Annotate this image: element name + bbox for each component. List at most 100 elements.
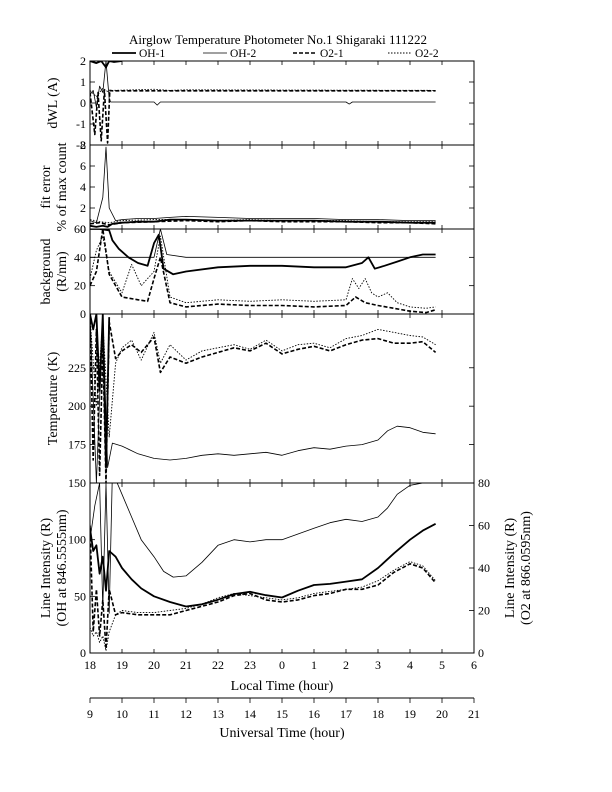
series-line-o2-1 — [90, 89, 436, 144]
series-line-o2-2 — [90, 561, 436, 652]
y-right-tick-label: 80 — [478, 476, 490, 490]
y-tick-label: 175 — [68, 438, 86, 452]
local-time-axis-label: Local Time (hour) — [231, 679, 334, 694]
y-right-tick-label: 0 — [478, 646, 484, 660]
y-tick-label: 20 — [74, 279, 86, 293]
local-time-tick-label: 20 — [148, 658, 160, 672]
series-group — [90, 229, 436, 314]
universal-time-tick-label: 20 — [436, 707, 448, 721]
panel-frame — [89, 482, 475, 654]
y-tick-label: 8 — [80, 138, 86, 152]
y-tick-label: 2 — [80, 201, 86, 215]
series-line-o2-1 — [90, 219, 436, 226]
y-tick-label: 60 — [74, 222, 86, 236]
y-right-tick-label: 40 — [478, 561, 490, 575]
local-time-tick-label: 23 — [244, 658, 256, 672]
y-axis-label: Line Intensity (R) — [39, 518, 54, 619]
universal-time-tick-label: 21 — [468, 707, 480, 721]
local-time-tick-label: 5 — [439, 658, 445, 672]
y-right-axis-label: Line Intensity (R) — [503, 518, 518, 619]
local-time-tick-label: 1 — [311, 658, 317, 672]
y-axis-label: dWL (A) — [46, 77, 61, 129]
y-tick-label: 0 — [80, 96, 86, 110]
y-tick-label: -2 — [76, 138, 86, 152]
y-tick-label: 0 — [80, 646, 86, 660]
series-line-oh-2 — [90, 483, 436, 614]
y-axis-label-2: (OH at 846.5555nm) — [55, 509, 70, 626]
y-axis-label-2: (R/nm) — [55, 251, 70, 292]
universal-time-tick-label: 14 — [244, 707, 256, 721]
universal-time-tick-label: 9 — [87, 707, 93, 721]
y-axis-label: background — [39, 238, 54, 304]
panel-temp: 175 200 225 Temperature (K) — [46, 313, 475, 484]
panel-fit: 0 2 4 6 8 fit error% of max count — [39, 138, 475, 236]
panel-dwl: -2 -1 0 1 2 dWL (A) — [46, 54, 475, 152]
series-line-o2-2 — [90, 317, 436, 438]
series-line-oh-1 — [90, 229, 436, 276]
y-tick-label: 225 — [68, 361, 86, 375]
y-axis-label-2: % of max count — [55, 142, 70, 231]
universal-time-tick-label: 18 — [372, 707, 384, 721]
universal-time-axis-label: Universal Time (hour) — [219, 726, 345, 741]
y-right-tick-label: 60 — [478, 519, 490, 533]
panel-frame — [89, 60, 475, 146]
y-tick-label: 6 — [80, 159, 86, 173]
local-time-tick-label: 6 — [471, 658, 477, 672]
series-group — [90, 314, 437, 483]
series-line-o2-1 — [90, 525, 437, 650]
y-tick-label: 100 — [68, 533, 86, 547]
legend-label-o2-1: O2-1 — [320, 48, 344, 60]
series-group — [90, 146, 436, 228]
series-line-o2-1 — [90, 314, 437, 483]
series-line-o2-2 — [90, 235, 436, 309]
y-tick-label: -1 — [76, 117, 86, 131]
universal-time-tick-label: 12 — [180, 707, 192, 721]
series-line-o2-1 — [90, 229, 436, 314]
y-tick-label: 50 — [74, 589, 86, 603]
y-tick-label: 150 — [68, 476, 86, 490]
y-tick-label: 0 — [80, 307, 86, 321]
series-line-oh-1 — [90, 61, 123, 69]
chart-title: Airglow Temperature Photometer No.1 Shig… — [129, 32, 427, 47]
legend-label-oh-2: OH-2 — [230, 48, 256, 60]
series-group — [90, 483, 437, 652]
local-time-tick-label: 21 — [180, 658, 192, 672]
y-tick-label: 0 — [80, 222, 86, 236]
series-line-o2-2 — [90, 87, 436, 98]
legend-label-o2-2: O2-2 — [415, 48, 439, 60]
universal-time-tick-label: 13 — [212, 707, 224, 721]
series-line-oh-2 — [90, 229, 436, 258]
universal-time-tick-label: 19 — [404, 707, 416, 721]
series-line-o2-2 — [90, 219, 436, 224]
local-time-tick-label: 2 — [343, 658, 349, 672]
universal-time-tick-label: 10 — [116, 707, 128, 721]
y-tick-label: 1 — [80, 75, 86, 89]
local-time-tick-label: 3 — [375, 658, 381, 672]
y-axis-label: Temperature (K) — [46, 351, 61, 445]
y-tick-label: 40 — [74, 250, 86, 264]
y-tick-label: 200 — [68, 399, 86, 413]
series-group — [90, 61, 436, 144]
series-line-oh-2 — [90, 314, 436, 483]
local-time-tick-label: 18 — [84, 658, 96, 672]
panel-bg: 0 20 40 60 background (R/nm) — [39, 222, 475, 321]
y-right-tick-label: 20 — [478, 604, 490, 618]
series-line-oh-1 — [90, 523, 437, 608]
legend: OH-1 OH-2 O2-1 O2-2 — [112, 48, 439, 60]
series-line-oh-2 — [90, 146, 436, 224]
panel-frame — [89, 144, 475, 230]
universal-time-tick-label: 17 — [340, 707, 352, 721]
local-time-tick-label: 0 — [279, 658, 285, 672]
legend-label-oh-1: OH-1 — [139, 48, 165, 60]
universal-time-tick-label: 16 — [308, 707, 320, 721]
y-axis-label: fit error — [39, 165, 54, 208]
local-time-tick-label: 4 — [407, 658, 413, 672]
panel-frame — [89, 313, 475, 484]
y-right-axis-label-2: (O2 at 866.0595nm) — [519, 511, 534, 625]
y-tick-label: 2 — [80, 54, 86, 68]
universal-time-tick-label: 15 — [276, 707, 288, 721]
y-tick-label: 4 — [80, 180, 86, 194]
